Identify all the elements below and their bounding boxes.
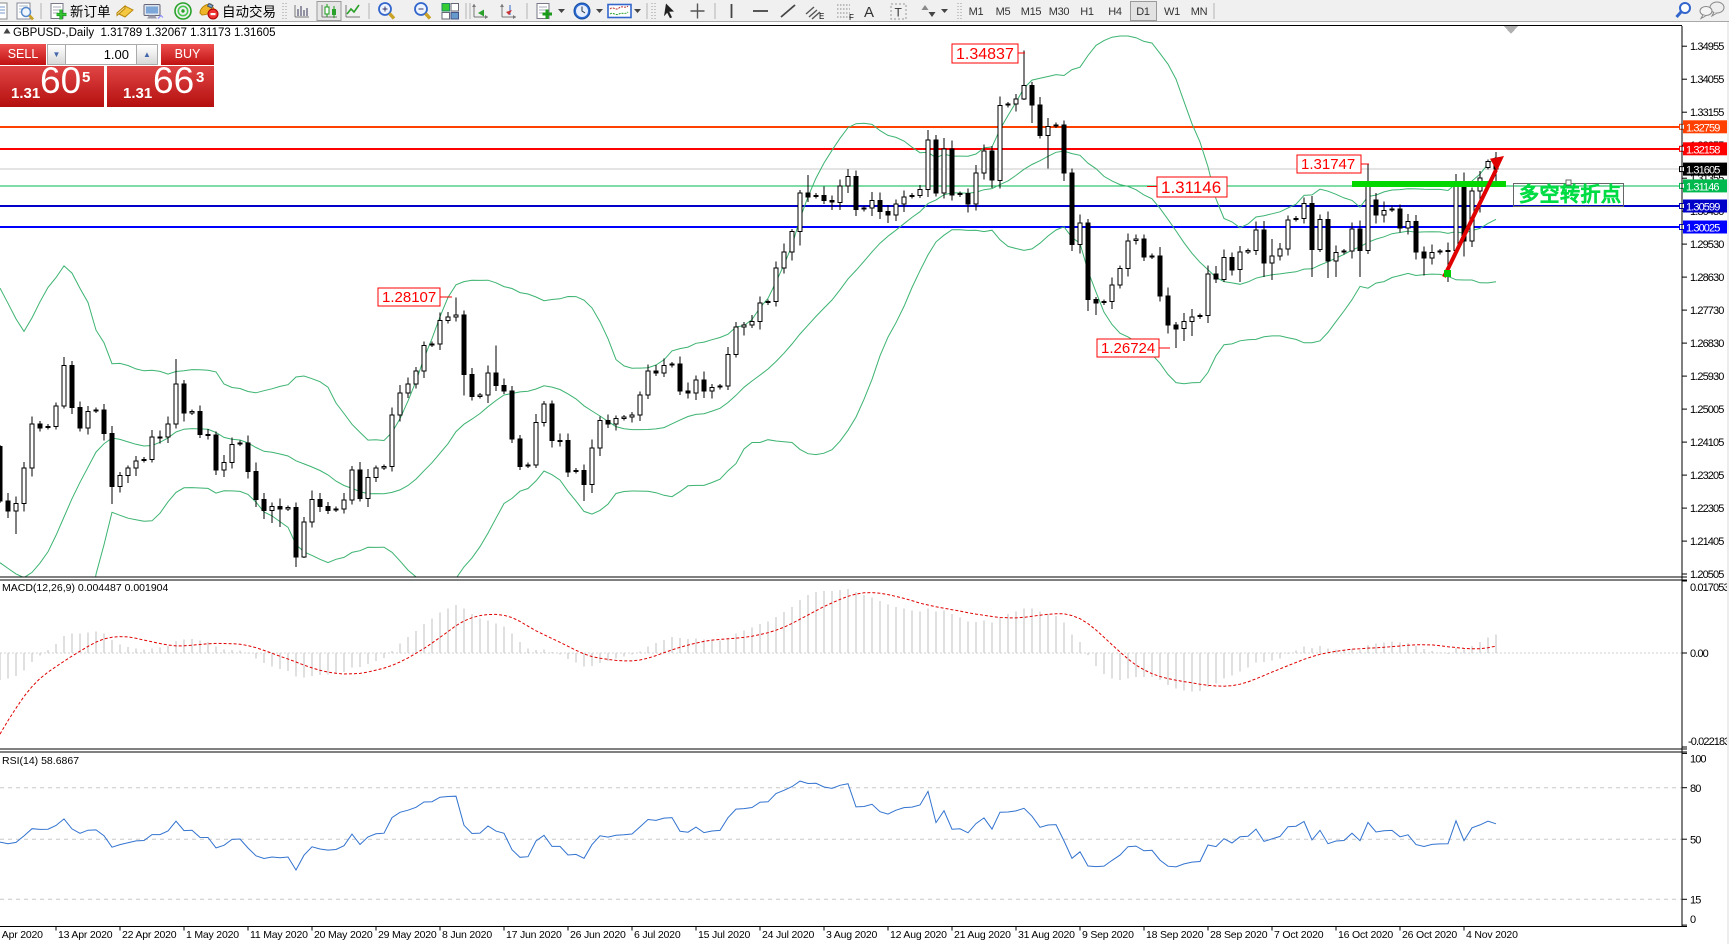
svg-text:16 Oct 2020: 16 Oct 2020: [1338, 929, 1393, 941]
svg-text:18 Sep 2020: 18 Sep 2020: [1146, 929, 1204, 941]
svg-text:100: 100: [1690, 754, 1706, 766]
svg-text:1.28630: 1.28630: [1690, 272, 1724, 284]
svg-text:1.34955: 1.34955: [1690, 41, 1724, 53]
svg-text:1.21405: 1.21405: [1690, 536, 1724, 548]
svg-text:4 Nov 2020: 4 Nov 2020: [1466, 929, 1518, 941]
svg-text:6 Apr 2020: 6 Apr 2020: [0, 929, 43, 941]
svg-text:11 May 2020: 11 May 2020: [250, 929, 308, 941]
svg-text:1.30025: 1.30025: [1686, 223, 1720, 235]
svg-text:15 Jul 2020: 15 Jul 2020: [698, 929, 750, 941]
svg-text:GBPUSD-,Daily 1.31789 1.32067: GBPUSD-,Daily 1.31789 1.32067 1.31173 1.…: [13, 27, 276, 39]
svg-text:1.31146: 1.31146: [1161, 178, 1221, 197]
svg-text:1.24105: 1.24105: [1690, 437, 1724, 449]
svg-text:3 Aug 2020: 3 Aug 2020: [826, 929, 877, 941]
svg-text:多空转折点: 多空转折点: [1519, 182, 1622, 206]
svg-text:1.27730: 1.27730: [1690, 305, 1724, 317]
svg-text:28 Sep 2020: 28 Sep 2020: [1210, 929, 1268, 941]
svg-text:1.31747: 1.31747: [1301, 156, 1355, 173]
svg-text:80: 80: [1690, 783, 1701, 795]
svg-text:自动交易: 自动交易: [222, 4, 276, 20]
svg-text:1.31605: 1.31605: [1686, 165, 1720, 177]
svg-text:7 Oct 2020: 7 Oct 2020: [1274, 929, 1324, 941]
svg-text:0.00: 0.00: [1690, 648, 1709, 660]
svg-text:1.28107: 1.28107: [382, 289, 436, 306]
svg-text:1.20505: 1.20505: [1690, 569, 1724, 581]
svg-text:1.26724: 1.26724: [1101, 340, 1155, 357]
svg-text:1.25930: 1.25930: [1690, 371, 1724, 383]
svg-text:A: A: [864, 4, 874, 21]
svg-text:0.017053: 0.017053: [1690, 582, 1729, 594]
svg-text:17 Jun 2020: 17 Jun 2020: [506, 929, 562, 941]
svg-text:26 Oct 2020: 26 Oct 2020: [1402, 929, 1457, 941]
svg-text:20 May 2020: 20 May 2020: [314, 929, 373, 941]
svg-text:1.34055: 1.34055: [1690, 74, 1724, 86]
svg-text:1.30599: 1.30599: [1686, 202, 1720, 214]
svg-text:0: 0: [1690, 914, 1696, 926]
svg-text:T: T: [895, 6, 903, 20]
svg-text:M30: M30: [1049, 6, 1070, 18]
svg-text:1.32158: 1.32158: [1686, 144, 1720, 156]
svg-text:1.31146: 1.31146: [1686, 181, 1719, 193]
svg-text:1.26830: 1.26830: [1690, 338, 1724, 350]
svg-text:13 Apr 2020: 13 Apr 2020: [58, 929, 113, 941]
svg-text:1.23205: 1.23205: [1690, 470, 1724, 482]
svg-text:1 May 2020: 1 May 2020: [186, 929, 239, 941]
svg-text:29 May 2020: 29 May 2020: [378, 929, 437, 941]
svg-text:31 Aug 2020: 31 Aug 2020: [1018, 929, 1075, 941]
svg-text:M5: M5: [996, 6, 1011, 18]
svg-text:M15: M15: [1021, 6, 1042, 18]
svg-text:22 Apr 2020: 22 Apr 2020: [122, 929, 177, 941]
svg-text:1.34837: 1.34837: [956, 46, 1014, 63]
svg-text:50: 50: [1690, 834, 1701, 846]
svg-text:1.32759: 1.32759: [1686, 122, 1720, 134]
svg-text:新订单: 新订单: [70, 5, 111, 20]
svg-text:MACD(12,26,9) 0.004487 0.00190: MACD(12,26,9) 0.004487 0.001904: [2, 582, 169, 594]
svg-text:-0.022183: -0.022183: [1688, 736, 1729, 748]
svg-text:D1: D1: [1136, 6, 1150, 18]
svg-text:H4: H4: [1108, 6, 1122, 18]
svg-text:15: 15: [1690, 895, 1701, 907]
svg-text:26 Jun 2020: 26 Jun 2020: [570, 929, 626, 941]
svg-text:M1: M1: [969, 6, 984, 18]
svg-text:21 Aug 2020: 21 Aug 2020: [954, 929, 1011, 941]
svg-text:12 Aug 2020: 12 Aug 2020: [890, 929, 947, 941]
svg-text:MN: MN: [1191, 6, 1208, 18]
svg-text:1.29530: 1.29530: [1690, 239, 1724, 251]
svg-text:8 Jun 2020: 8 Jun 2020: [442, 929, 492, 941]
svg-text:9 Sep 2020: 9 Sep 2020: [1082, 929, 1134, 941]
svg-text:RSI(14) 58.6867: RSI(14) 58.6867: [2, 755, 79, 767]
svg-text:1.33155: 1.33155: [1690, 107, 1724, 119]
svg-text:F: F: [849, 13, 854, 22]
svg-text:1.22305: 1.22305: [1690, 503, 1724, 515]
svg-text:E: E: [819, 12, 824, 21]
svg-text:24 Jul 2020: 24 Jul 2020: [762, 929, 814, 941]
svg-text:H1: H1: [1080, 6, 1094, 18]
svg-text:6 Jul 2020: 6 Jul 2020: [634, 929, 681, 941]
svg-text:W1: W1: [1164, 6, 1180, 18]
svg-text:1.25005: 1.25005: [1690, 404, 1724, 416]
